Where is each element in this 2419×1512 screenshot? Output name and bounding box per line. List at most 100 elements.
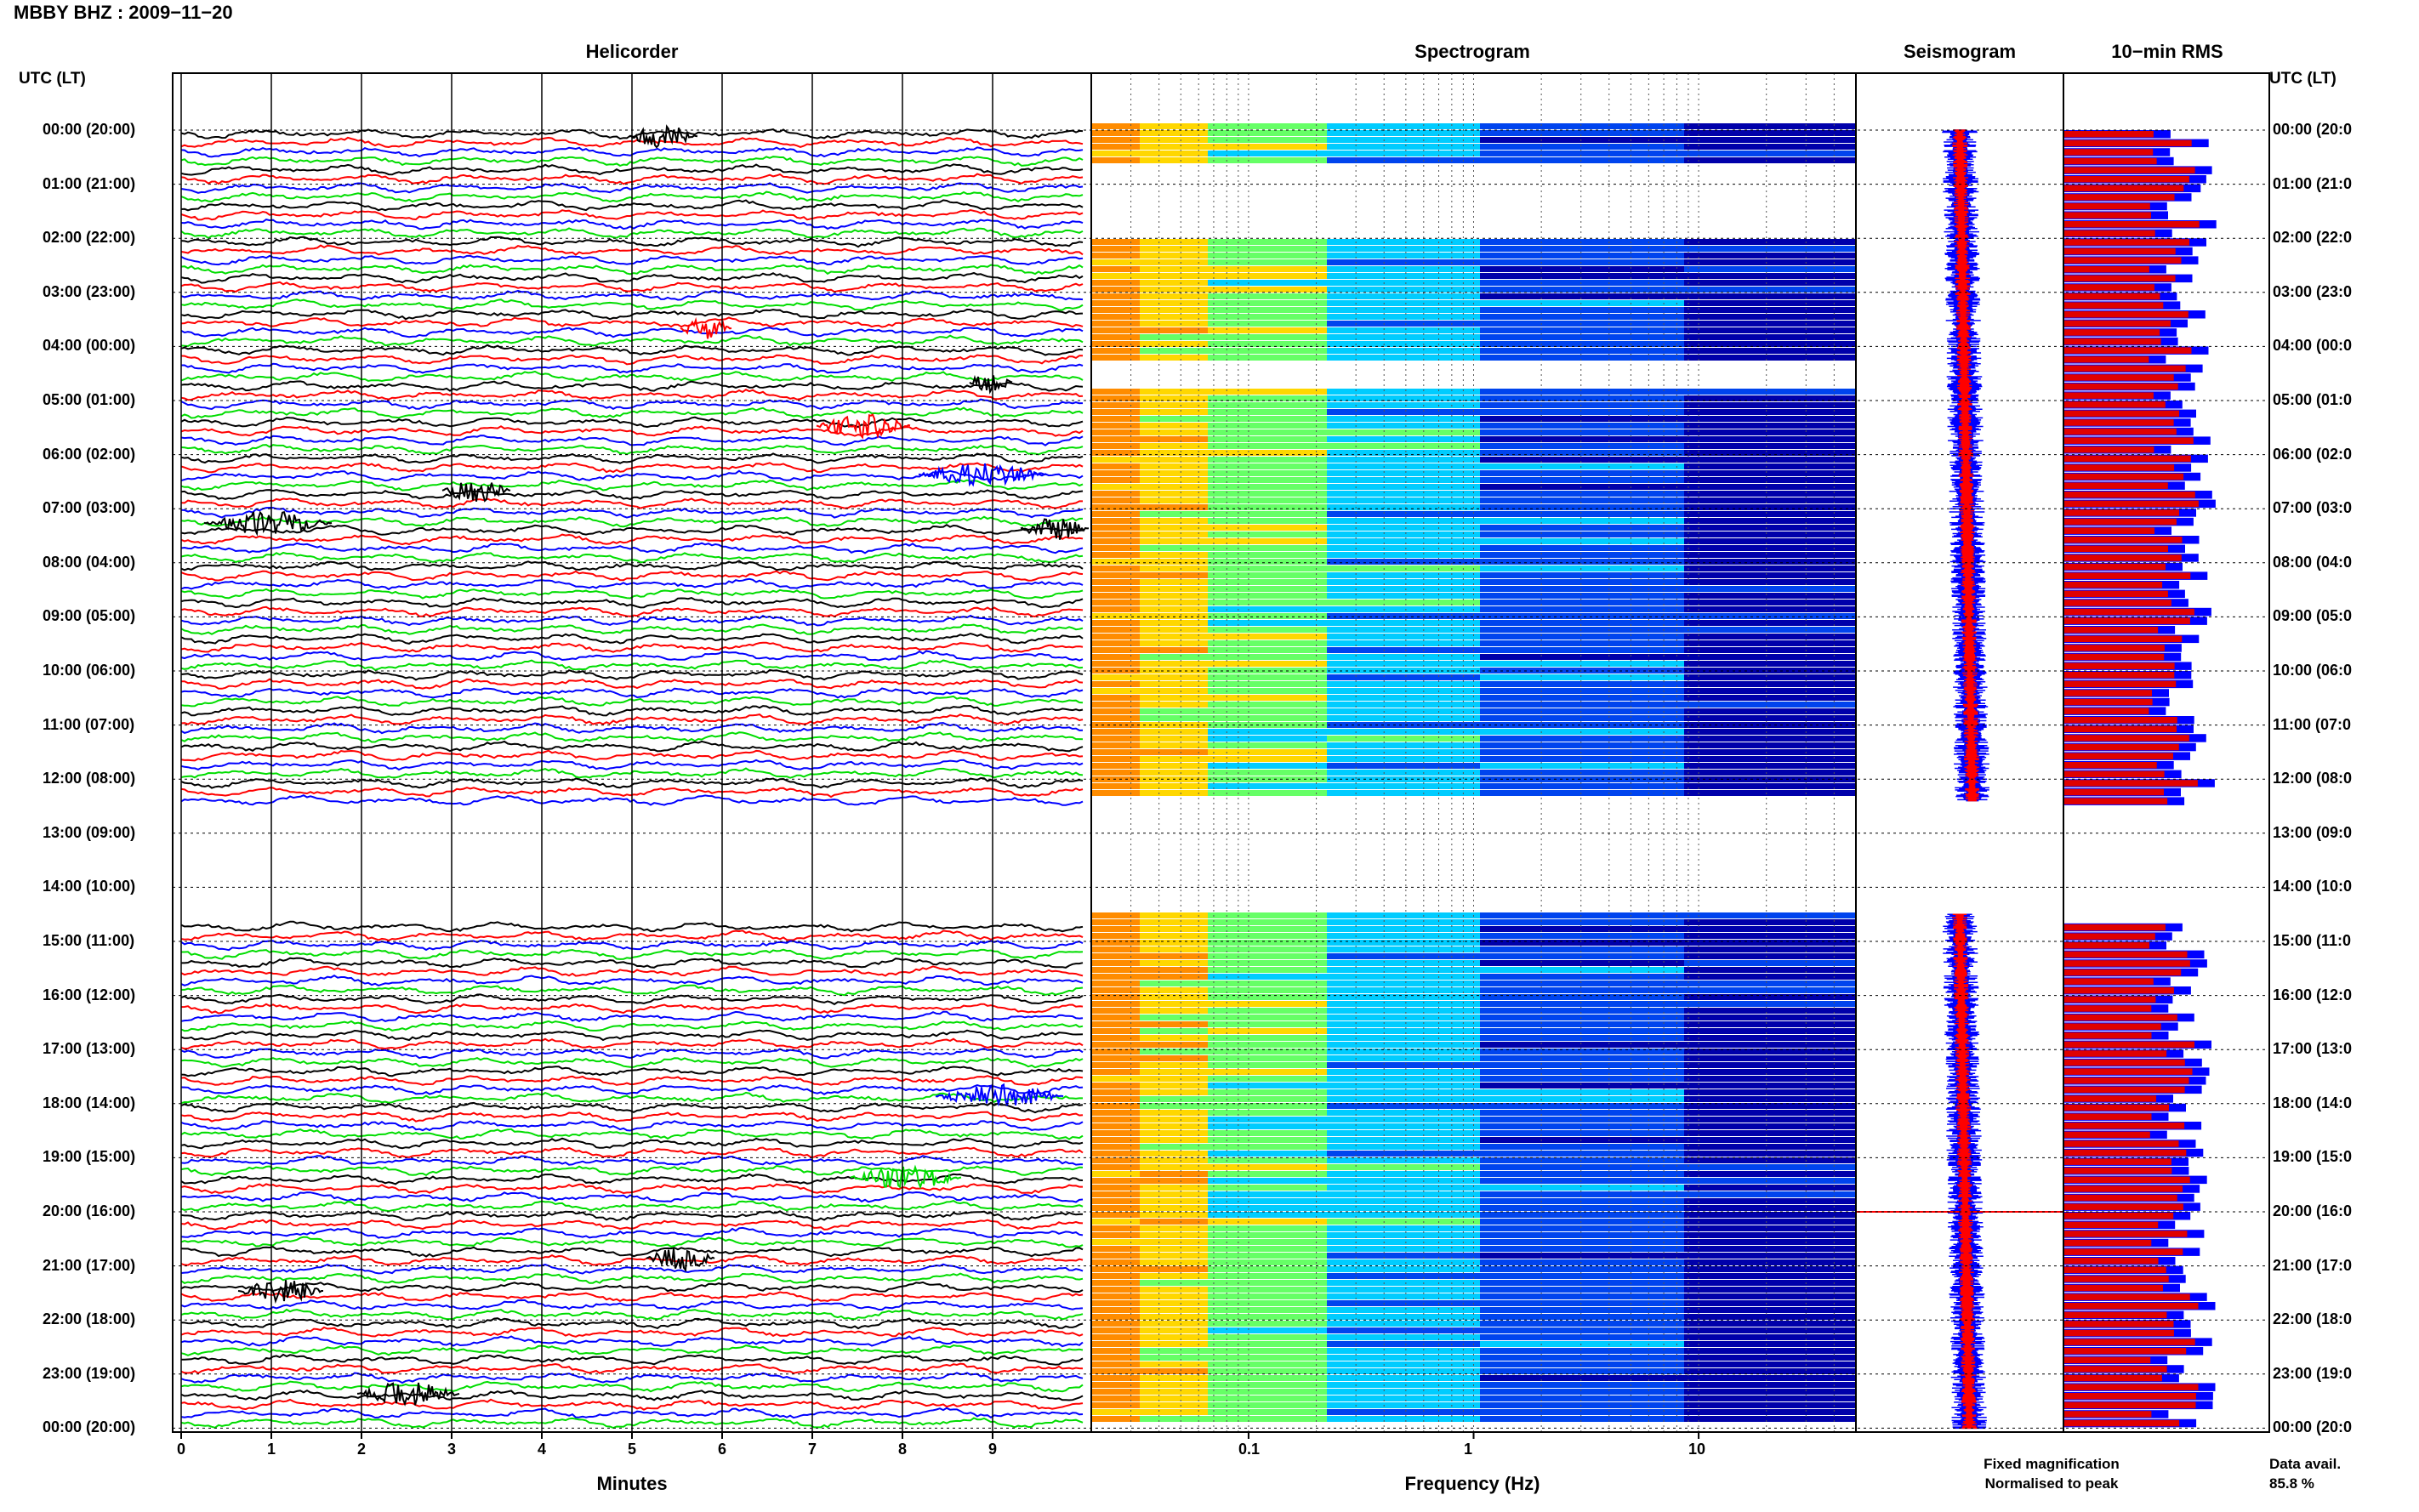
spectrogram-cell [1327,742,1480,748]
rms-bar-normalised [2063,1068,2193,1075]
spectrogram-cell [1140,518,1208,524]
spectrogram-cell [1480,953,1684,959]
spectrogram-cell [1091,783,1140,789]
hour-label-left: 10:00 (06:00) [43,662,136,679]
spectrogram-cell [1208,661,1327,667]
spectrogram-cell [1480,1069,1684,1075]
spectrogram-cell [1140,1001,1208,1007]
hour-label-right: 15:00 (11:0 [2273,932,2352,949]
rms-bar-normalised [2063,401,2166,408]
spectrogram-cell [1140,130,1208,136]
spectrogram-cell [1208,940,1327,946]
spectrogram-cell [1208,974,1327,980]
spectrogram-cell [1327,1287,1480,1293]
spectrogram-cell [1208,1355,1327,1361]
spectrogram-cell [1684,946,1856,952]
spectrogram-cell [1327,1382,1480,1388]
spectrogram-cell [1684,736,1856,742]
spectrogram-cell [1684,695,1856,701]
spectrogram-cell [1684,1321,1856,1327]
spectrogram-cell [1480,450,1684,456]
spectrogram-cell [1091,327,1140,333]
spectrogram-cell [1684,1239,1856,1245]
spectrogram-cell [1208,436,1327,442]
spectrogram-cell [1684,586,1856,592]
spectrogram-cell [1208,409,1327,415]
hour-label-right: 04:00 (00:0 [2273,337,2353,354]
spectrogram-cell [1091,429,1140,435]
spectrogram-cell [1327,1191,1480,1197]
spectrogram-cell [1327,443,1480,449]
spectrogram-cell [1684,531,1856,537]
rms-bar-normalised [2063,347,2192,354]
spectrogram-cell [1208,674,1327,680]
spectrogram-cell [1327,1205,1480,1211]
spectrogram-cell [1208,606,1327,612]
utc-label-left: UTC (LT) [19,70,86,88]
spectrogram-cell [1208,1123,1327,1129]
rms-bar-normalised [2063,1221,2159,1229]
spectrogram-cell [1684,967,1856,973]
spectrogram-cell [1091,518,1140,524]
spectrogram-cell [1091,273,1140,279]
spectrogram-cell [1327,1144,1480,1150]
rms-bar-normalised [2063,185,2184,192]
spectrogram-cell [1684,933,1856,939]
spectrogram-cell [1140,1307,1208,1313]
spectrogram-cell [1480,1409,1684,1415]
spectrogram-cell [1327,1246,1480,1252]
spectrogram-cell [1327,994,1480,1000]
axis-ticks [180,1432,1700,1439]
minute-tick-label: 5 [628,1441,637,1458]
rms-bar-normalised [2063,743,2179,751]
spectrogram-cell [1327,1409,1480,1415]
spectrogram-cell [1480,708,1684,714]
spectrogram-cell [1140,1198,1208,1204]
rms-bar-normalised [2063,1113,2152,1120]
spectrogram-cell [1140,919,1208,925]
spectrogram-cell [1480,640,1684,646]
spectrogram-cell [1684,681,1856,687]
spectrogram-cell [1208,749,1327,755]
spectrogram-cell [1208,1246,1327,1252]
spectrogram-cell [1480,688,1684,694]
spectrogram-cell [1140,586,1208,592]
spectrogram-cell [1140,783,1208,789]
spectrogram-cell [1140,1055,1208,1061]
spectrogram-cell [1480,946,1684,952]
spectrogram-cell [1327,940,1480,946]
spectrogram-cell [1684,389,1856,395]
spectrogram-cell [1684,770,1856,776]
spectrogram-cell [1140,946,1208,952]
helicorder-event [935,1083,1064,1107]
spectrogram-cell [1208,1321,1327,1327]
spectrogram-cell [1208,572,1327,578]
spectrogram-cell [1480,1307,1684,1313]
rms-bar-normalised [2063,1339,2195,1345]
spectrogram-cell [1208,1042,1327,1048]
hour-label-left: 11:00 (07:00) [43,716,135,733]
spectrogram-cell [1208,1375,1327,1381]
spectrogram-cell [1091,443,1140,449]
spectrogram-cell [1091,259,1140,265]
spectrogram-cell [1091,504,1140,510]
spectrogram-cell [1480,736,1684,742]
spectrogram-cell [1208,457,1327,463]
spectrogram-cell [1140,606,1208,612]
rms-bar-normalised [2063,212,2151,219]
spectrogram-cell [1091,1151,1140,1157]
rms-bar-normalised [2063,1419,2180,1427]
rms-bar-normalised [2063,960,2190,967]
spectrogram-cell [1684,1164,1856,1170]
spectrogram-cell [1684,1368,1856,1374]
spectrogram-cell [1684,130,1856,136]
rms-bar-normalised [2063,582,2163,588]
spectrogram-cell [1091,1198,1140,1204]
rms-bar-normalised [2063,374,2174,381]
spectrogram-cell [1140,1341,1208,1347]
spectrogram-cell [1480,429,1684,435]
spectrogram-cell [1140,525,1208,531]
spectrogram-cell [1480,593,1684,599]
spectrogram-cell [1140,1123,1208,1129]
spectrogram-cell [1091,1402,1140,1408]
